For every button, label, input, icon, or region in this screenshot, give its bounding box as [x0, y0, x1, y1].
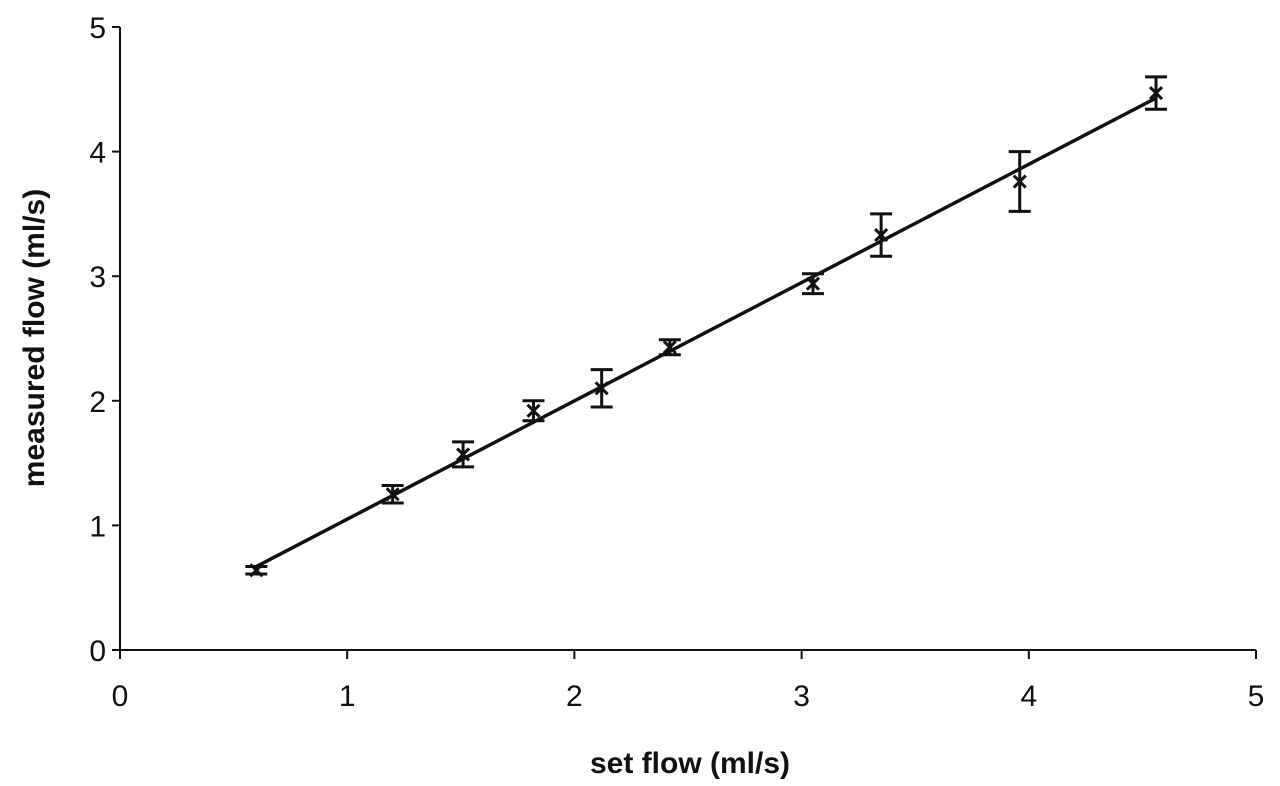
y-tick-label: 0 [89, 635, 106, 668]
x-marker-stroke [456, 447, 471, 462]
x-tick-label: 0 [112, 680, 129, 713]
x-marker-stroke [249, 563, 264, 578]
y-tick-label: 4 [89, 137, 106, 170]
y-tick-label: 3 [89, 261, 106, 294]
y-tick-label: 2 [89, 386, 106, 419]
trend-line [255, 96, 1157, 569]
data-points [245, 75, 1168, 578]
x-tick-label: 2 [566, 680, 583, 713]
x-ticks: 0 1 2 3 4 5 [112, 650, 1265, 713]
x-marker-stroke [1148, 85, 1164, 101]
x-tick-label: 1 [339, 680, 356, 713]
x-marker-stroke [874, 228, 889, 243]
data-point [452, 440, 475, 469]
x-tick-label: 3 [793, 680, 810, 713]
x-marker-stroke [526, 403, 541, 418]
data-point [870, 212, 893, 258]
data-point [1145, 75, 1168, 111]
x-marker-stroke [662, 340, 677, 355]
y-tick-label: 5 [89, 12, 106, 45]
data-point [1008, 150, 1031, 213]
axes [119, 27, 1256, 651]
data-point [522, 399, 545, 423]
x-marker-stroke [805, 276, 821, 291]
x-tick-label: 4 [1020, 680, 1037, 713]
x-tick-label: 5 [1248, 680, 1265, 713]
data-point [590, 368, 613, 409]
data-point [245, 563, 268, 578]
y-ticks: 0 1 2 3 4 5 [89, 12, 120, 668]
y-tick-label: 1 [89, 510, 106, 543]
data-point [801, 272, 824, 296]
x-marker-stroke [1012, 174, 1027, 189]
x-marker-stroke [385, 487, 400, 502]
x-axis-title: set flow (ml/s) [590, 747, 790, 780]
y-axis-title: measured flow (ml/s) [18, 189, 51, 487]
x-marker-stroke [594, 381, 609, 396]
data-point [658, 338, 681, 357]
data-point [381, 484, 404, 505]
